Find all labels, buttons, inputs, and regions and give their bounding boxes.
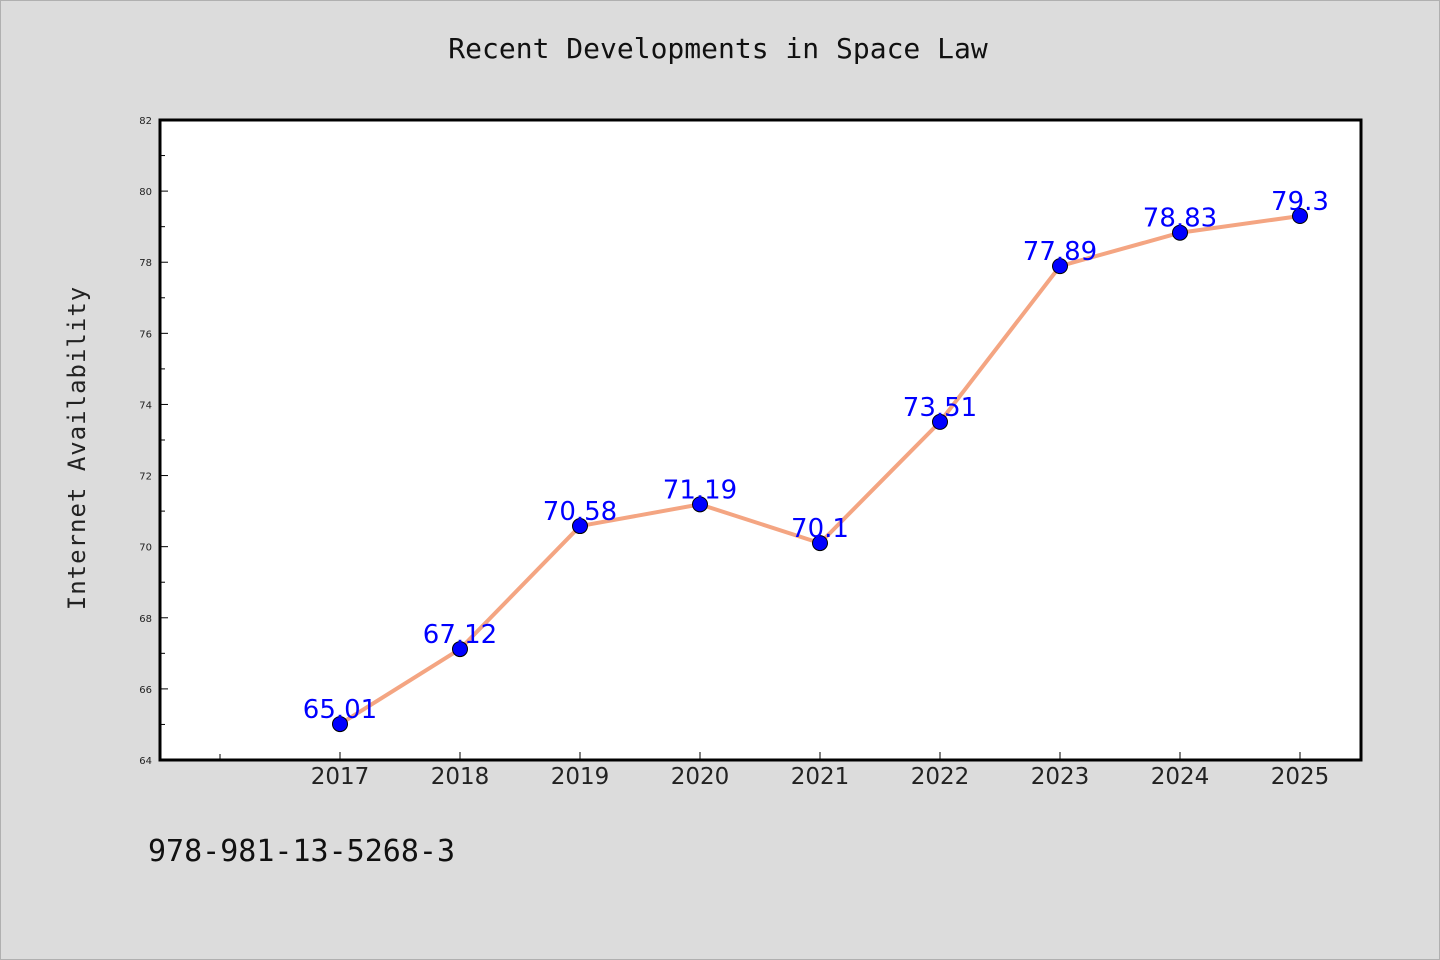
data-label-5: 73.51 (903, 393, 977, 423)
x-axis: 2017 2018 2019 2020 2021 2022 2023 2024 2025 (219, 752, 1330, 790)
data-point-8 (1292, 208, 1308, 224)
x-tick-label-0: 2017 (311, 764, 370, 790)
x-tick-label-1: 2018 (431, 764, 490, 790)
y-tick-label-1: 66 (139, 685, 152, 696)
data-label-7: 78.83 (1143, 204, 1217, 234)
y-tick-label-2: 68 (139, 614, 152, 625)
plot-area (158, 118, 1363, 762)
y-tick-label-7: 78 (139, 258, 152, 269)
data-label-6: 77.89 (1023, 237, 1097, 267)
x-tick-label-2: 2019 (551, 764, 610, 790)
y-tick-label-4: 72 (139, 472, 152, 483)
data-label-3: 71.19 (663, 475, 737, 505)
data-point-6 (1052, 258, 1068, 275)
x-tick-label-3: 2020 (671, 764, 730, 790)
y-tick-label-6: 76 (139, 329, 152, 340)
chart-title: Recent Developments in Space Law (448, 32, 988, 65)
series-group: 65.01 67.12 70.58 71.19 70.1 73.51 77.89 78.83 7… (303, 187, 1329, 733)
x-tick-label-5: 2022 (911, 764, 970, 790)
data-point-3 (692, 496, 708, 513)
x-tick-label-7: 2024 (1151, 764, 1210, 790)
y-tick-label-8: 80 (139, 187, 152, 198)
y-tick-label-9: 82 (139, 116, 152, 127)
data-label-4: 70.1 (791, 514, 849, 544)
y-tick-label-0: 64 (139, 756, 152, 767)
x-tick-label-8: 2025 (1271, 764, 1330, 790)
data-point-1 (452, 641, 468, 658)
isbn-text: 978-981-13-5268-3 (148, 834, 456, 869)
data-label-1: 67.12 (423, 620, 497, 650)
y-tick-label-3: 70 (139, 543, 152, 554)
y-axis: 64 66 68 70 72 74 76 78 80 82 (139, 116, 168, 767)
data-point-4 (812, 535, 828, 552)
data-point-0 (332, 716, 348, 733)
data-label-2: 70.58 (543, 497, 617, 527)
data-point-7 (1172, 224, 1188, 241)
x-tick-label-4: 2021 (791, 764, 850, 790)
data-point-2 (572, 518, 588, 535)
data-point-5 (932, 413, 948, 430)
data-label-8: 79.3 (1271, 187, 1329, 217)
y-tick-label-5: 74 (139, 400, 152, 411)
x-tick-label-6: 2023 (1031, 764, 1090, 790)
data-label-0: 65.01 (303, 695, 377, 725)
